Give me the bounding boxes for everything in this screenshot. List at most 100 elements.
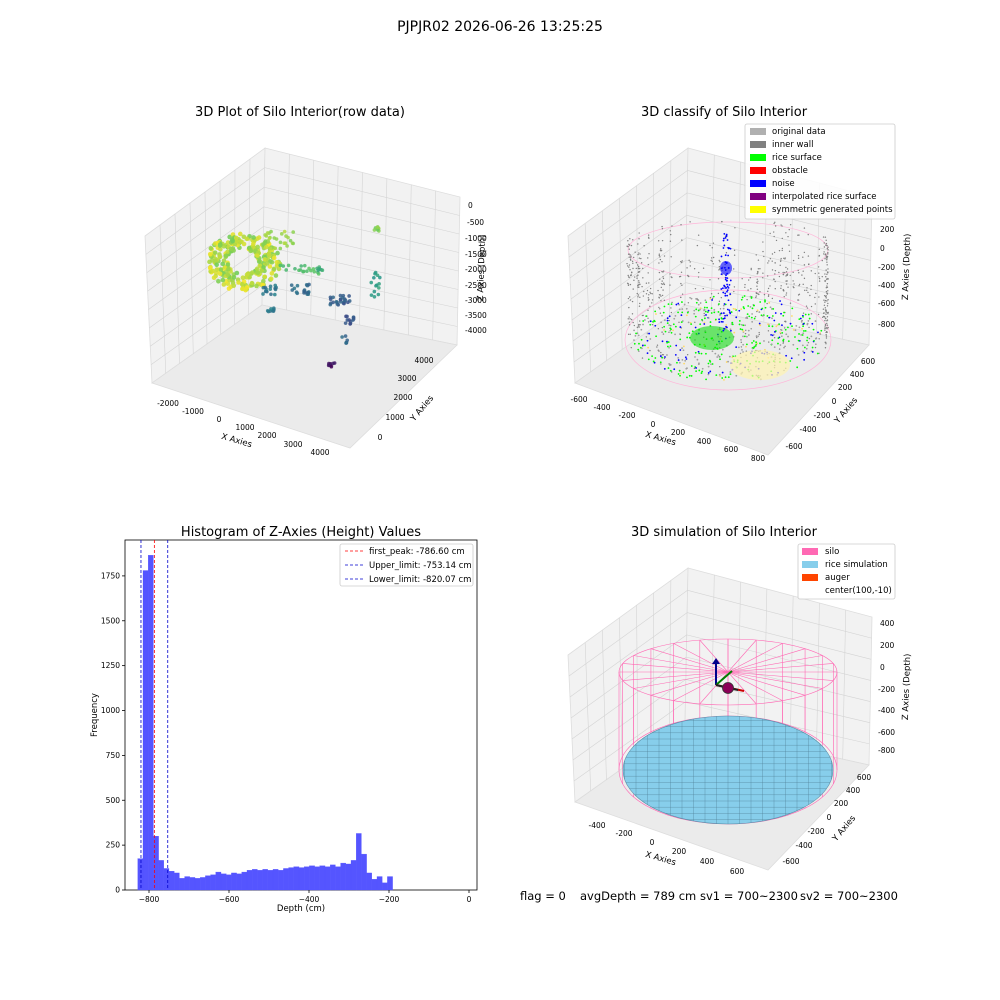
histogram-y-tick-label: 500 [106, 796, 121, 805]
histogram-bar [267, 870, 274, 891]
surface-point [725, 361, 728, 363]
data-point [284, 268, 289, 272]
wall-point [825, 341, 827, 344]
gridline [710, 574, 715, 730]
simulation-3d-x-tick: 400 [700, 857, 715, 866]
wall-point [821, 259, 823, 262]
surface-point [790, 357, 793, 360]
wall-point [774, 262, 776, 264]
histogram-bar [293, 866, 300, 891]
surface-point [769, 306, 772, 309]
surface-point [773, 346, 776, 349]
surface-point [677, 311, 679, 314]
gridline [686, 214, 871, 261]
wall-point [778, 275, 781, 278]
wall-point [718, 266, 721, 268]
wall-point [826, 285, 828, 287]
wall-point [669, 240, 672, 242]
surface-point [710, 363, 712, 366]
surface-point [640, 328, 643, 331]
wall-point [632, 267, 634, 270]
surface-point [727, 376, 730, 379]
wall-point [630, 255, 632, 258]
wall-point [757, 268, 760, 270]
noise-point [729, 279, 732, 282]
data-point [320, 268, 325, 273]
wall-point [818, 338, 820, 340]
wall-point [669, 284, 671, 286]
wall-point [781, 237, 783, 240]
wall-point [710, 257, 713, 259]
wall-point [632, 262, 634, 265]
wall-point [712, 256, 715, 259]
wall-point [661, 228, 664, 230]
legend-label-upper-limit: Upper_limit: -753.14 cm [369, 561, 472, 571]
surface-point [679, 349, 682, 351]
data-point [218, 246, 223, 252]
histogram-y-tick-label: 0 [115, 886, 120, 895]
wall-point [662, 277, 665, 280]
data-point [281, 264, 286, 268]
surface-point [681, 301, 683, 303]
wall-point [785, 294, 787, 296]
wall-point [733, 268, 735, 270]
data-point [211, 275, 217, 281]
data-point [263, 239, 268, 243]
surface-point [690, 297, 693, 300]
classify-3d-y-tick: 0 [832, 397, 837, 406]
surface-point [806, 322, 809, 325]
surface-point [802, 325, 805, 328]
surface-point [721, 377, 724, 379]
surface-point [748, 315, 751, 318]
wall-point [694, 321, 696, 324]
surface-point [677, 356, 680, 359]
histogram-bar [241, 871, 248, 891]
wall-point [725, 252, 728, 254]
wall-point [711, 297, 714, 300]
data-point [291, 230, 296, 234]
wall-point [778, 271, 780, 274]
data-point [299, 264, 303, 268]
data-point [214, 262, 219, 268]
wall-point [637, 253, 639, 256]
wall-point [649, 349, 651, 352]
wall-point [826, 247, 828, 250]
surface-point [759, 342, 761, 345]
surface-point [686, 376, 688, 379]
surface-point [704, 317, 706, 320]
wall-point [681, 239, 683, 241]
surface-point [749, 305, 752, 308]
surface-point [751, 307, 754, 310]
surface-point [699, 307, 702, 310]
wall-point [762, 241, 764, 243]
wall-point [678, 304, 680, 306]
raw-3d-y-tick: 4000 [414, 356, 433, 365]
wall-point [647, 257, 649, 259]
wall-point [768, 260, 770, 262]
surface-point [738, 323, 741, 326]
wall-point [640, 257, 642, 260]
wall-point [686, 354, 689, 356]
wall-point [762, 272, 764, 274]
data-point [214, 267, 220, 272]
wall-point [643, 245, 645, 247]
surface-point [696, 297, 698, 300]
gridline [148, 226, 264, 310]
surface-point [682, 349, 685, 352]
surface-point [816, 352, 819, 355]
simulation-3d-x-tick: 0 [650, 838, 655, 847]
surface-point [664, 356, 666, 358]
surface-point [781, 324, 783, 327]
wall-point [633, 339, 635, 341]
surface-point [690, 375, 693, 377]
data-point [261, 292, 265, 296]
wall-point [824, 347, 827, 349]
data-point [265, 308, 270, 313]
wall-point [721, 220, 723, 223]
data-point [343, 321, 348, 325]
wall-point [733, 290, 735, 293]
data-point [255, 253, 260, 258]
wall-point [636, 264, 639, 266]
data-point [266, 251, 272, 257]
surface-point [802, 323, 805, 325]
